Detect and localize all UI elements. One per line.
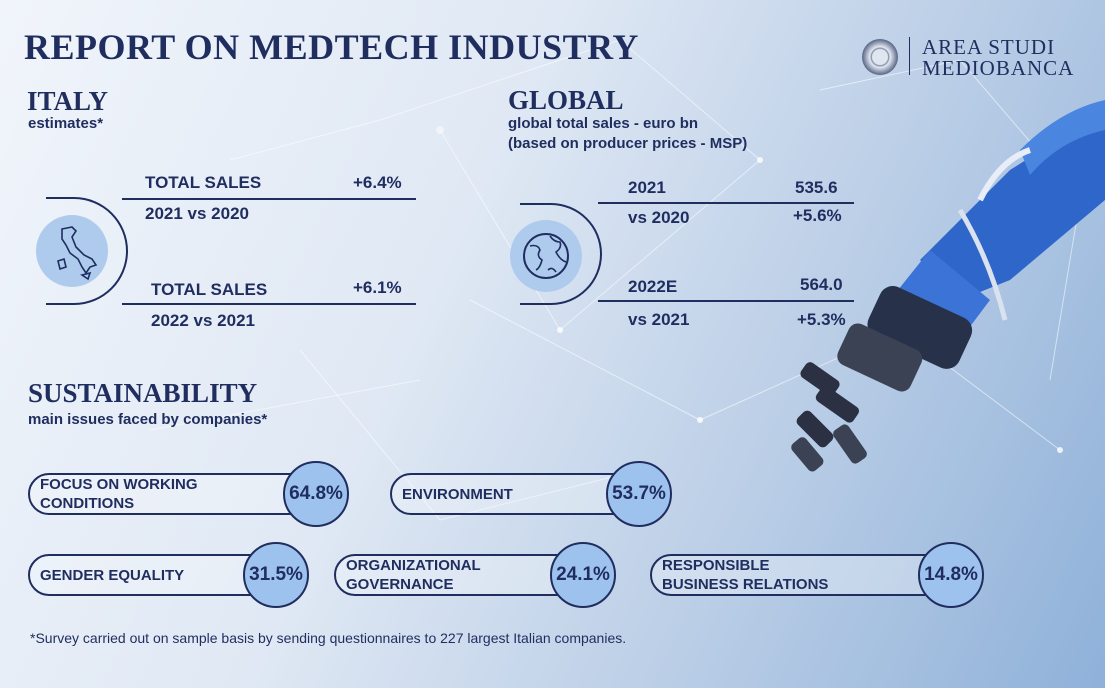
robot-arm-image: [791, 100, 1105, 472]
italy-row2-label: TOTAL SALES: [151, 280, 268, 299]
global-subtitle-1: global total sales - euro bn: [508, 115, 699, 132]
issue-pill-environment: ENVIRONMENT: [390, 473, 640, 515]
global-bracket: [520, 203, 602, 305]
sustainability-subtitle: main issues faced by companies*: [28, 411, 268, 428]
italy-row2-line: [122, 303, 416, 305]
page-title: REPORT ON MEDTECH INDUSTRY: [24, 27, 639, 67]
issue-pill-gender-equality: GENDER EQUALITY: [28, 554, 273, 596]
issue-label: FOCUS ON WORKING CONDITIONS: [40, 476, 198, 512]
global-row2-change: +5.3%: [797, 310, 846, 329]
italy-row1-value: +6.4%: [353, 173, 402, 192]
italy-row1-period: 2021 vs 2020: [145, 204, 249, 223]
global-row1-change: +5.6%: [793, 206, 842, 225]
issue-value-badge: 14.8%: [918, 542, 984, 608]
global-row1-year: 2021: [628, 178, 666, 197]
italy-row2-value: +6.1%: [353, 278, 402, 297]
issue-label: GENDER EQUALITY: [40, 566, 185, 584]
issue-value-badge: 64.8%: [283, 461, 349, 527]
issue-pill-responsible-business: RESPONSIBLE BUSINESS RELATIONS: [650, 554, 950, 596]
sustainability-heading: SUSTAINABILITY: [28, 378, 258, 408]
logo-line1: AREA STUDI: [922, 35, 1056, 59]
logo-divider: [909, 37, 910, 75]
seal-icon: [862, 39, 898, 75]
italy-heading: ITALY: [27, 86, 109, 116]
global-subtitle-2: (based on producer prices - MSP): [508, 135, 748, 152]
italy-row2-period: 2022 vs 2021: [151, 311, 255, 330]
global-row2-comparison: vs 2021: [628, 310, 690, 329]
issue-label: ENVIRONMENT: [402, 485, 513, 503]
global-heading: GLOBAL: [508, 85, 624, 115]
issue-pill-working-conditions: FOCUS ON WORKING CONDITIONS: [28, 473, 318, 515]
global-row2-year: 2022E: [628, 277, 678, 296]
global-row2-line: [598, 300, 854, 302]
issue-value-badge: 31.5%: [243, 542, 309, 608]
issue-value-badge: 24.1%: [550, 542, 616, 608]
issue-label: ORGANIZATIONAL GOVERNANCE: [346, 557, 481, 593]
global-row1-comparison: vs 2020: [628, 208, 690, 227]
issue-pill-organizational-governance: ORGANIZATIONAL GOVERNANCE: [334, 554, 584, 596]
global-row1-line: [598, 202, 854, 204]
issue-label: RESPONSIBLE BUSINESS RELATIONS: [662, 557, 829, 593]
global-row1-value: 535.6: [795, 178, 838, 197]
global-row2-value: 564.0: [800, 275, 843, 294]
logo-line2: MEDIOBANCA: [922, 56, 1075, 80]
issue-value-badge: 53.7%: [606, 461, 672, 527]
italy-row1-line: [122, 198, 416, 200]
brand-logo: AREA STUDI MEDIOBANCA: [858, 35, 1088, 80]
italy-row1-label: TOTAL SALES: [145, 173, 262, 192]
footnote: *Survey carried out on sample basis by s…: [30, 630, 627, 646]
italy-subtitle: estimates*: [28, 115, 104, 132]
